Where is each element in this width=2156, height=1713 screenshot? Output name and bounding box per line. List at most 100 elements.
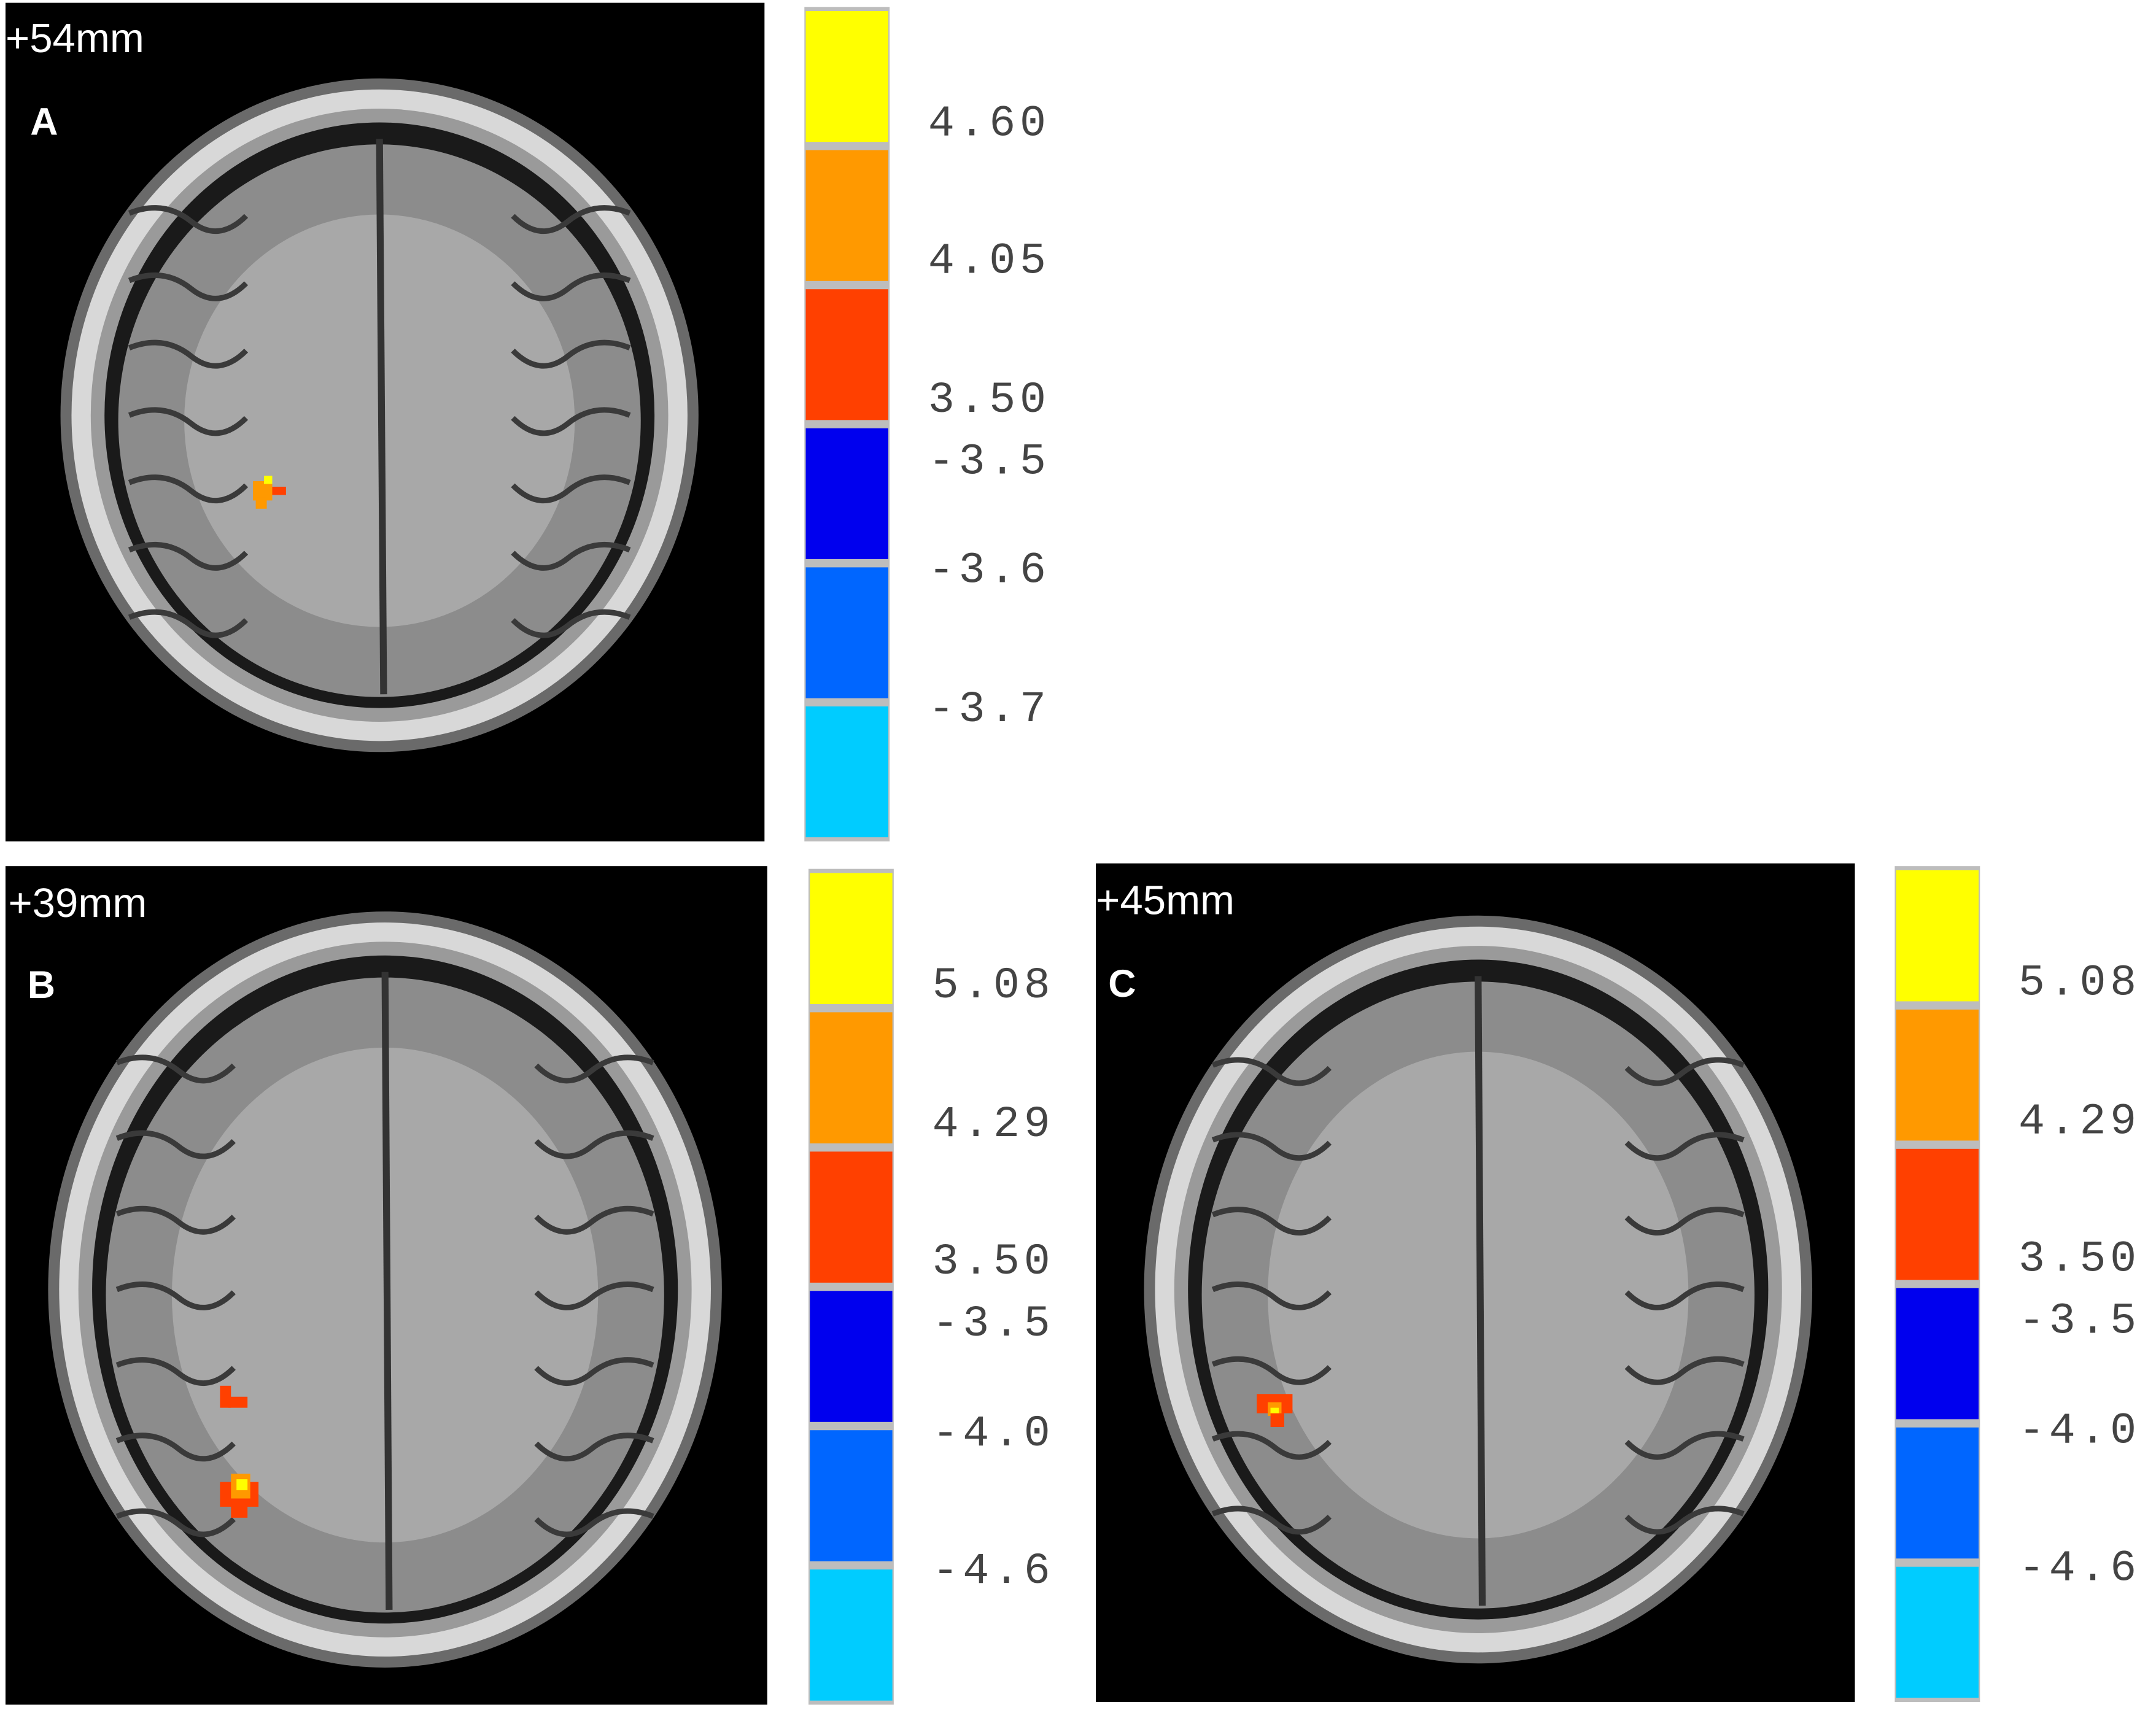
activation-cluster bbox=[228, 1396, 248, 1408]
sulcus bbox=[1211, 1207, 1332, 1236]
sulcus bbox=[1624, 1207, 1745, 1236]
sulcus bbox=[534, 1281, 654, 1310]
panel: +39mm B 5.08 4.29 3.50 -3.5 -4.0 -4.6 bbox=[5, 866, 1055, 1705]
sulcus bbox=[115, 1433, 236, 1462]
sulcus bbox=[1211, 1431, 1332, 1460]
sulcus bbox=[511, 474, 631, 504]
panel: +45mm C 5.08 4.29 3.50 -3.5 -4.0 -4.6 bbox=[1096, 863, 2141, 1702]
activation-cluster bbox=[255, 497, 267, 509]
colorbar-label: 4.05 bbox=[928, 236, 1050, 287]
colorbar-label: 5.08 bbox=[933, 961, 1055, 1011]
sulcus bbox=[534, 1205, 654, 1235]
colorbar-label: -4.0 bbox=[933, 1409, 1055, 1459]
colorbar-segment bbox=[805, 150, 888, 281]
sulcus bbox=[1211, 1506, 1332, 1535]
colorbar-segment bbox=[810, 1012, 893, 1143]
colorbar-label: 3.50 bbox=[933, 1237, 1055, 1287]
colorbar-frame bbox=[1894, 866, 1980, 1702]
activation-cluster bbox=[272, 486, 286, 495]
activation-cluster bbox=[236, 1479, 248, 1491]
colorbar-label: -3.5 bbox=[933, 1299, 1055, 1349]
sulcus bbox=[534, 1357, 654, 1386]
colorbar-label: 5.08 bbox=[2018, 957, 2141, 1008]
sulcus bbox=[1624, 1132, 1745, 1161]
sulcus bbox=[128, 272, 249, 301]
colorbar-segment bbox=[805, 706, 888, 838]
colorbar-segment bbox=[1896, 1566, 1979, 1698]
sulcus bbox=[534, 1433, 654, 1462]
colorbar-segment bbox=[810, 873, 893, 1004]
midline bbox=[381, 972, 393, 1610]
activation-cluster bbox=[231, 1504, 248, 1518]
sulcus bbox=[128, 609, 249, 638]
colorbar-label: -3.7 bbox=[928, 684, 1050, 735]
colorbar-label: -4.6 bbox=[933, 1546, 1055, 1596]
midline bbox=[376, 139, 387, 695]
sulcus bbox=[115, 1130, 236, 1159]
activation-cluster bbox=[1270, 1413, 1284, 1428]
sulcus bbox=[128, 407, 249, 436]
panel: +54mm A 4.60 4.05 3.50 -3.5 -3.6 -3.7 bbox=[5, 2, 1050, 841]
sulcus bbox=[115, 1281, 236, 1310]
colorbar-segment bbox=[810, 1569, 893, 1701]
colorbar-segment bbox=[1896, 870, 1979, 1002]
colorbar-segment bbox=[805, 289, 888, 420]
sulcus bbox=[511, 609, 631, 638]
sulcus bbox=[128, 541, 249, 571]
sulcus bbox=[511, 541, 631, 571]
colorbar-label: 4.29 bbox=[933, 1099, 1055, 1150]
colorbar-label: -3.6 bbox=[928, 546, 1050, 596]
slice-depth: +45mm bbox=[1096, 878, 1235, 924]
sulcus bbox=[534, 1130, 654, 1159]
colorbar-label: 4.29 bbox=[2018, 1097, 2141, 1147]
colorbar-segment bbox=[810, 1430, 893, 1561]
sulcus bbox=[1624, 1431, 1745, 1460]
sulcus bbox=[115, 1508, 236, 1537]
sulcus bbox=[128, 205, 249, 234]
panel-label: B bbox=[28, 964, 55, 1007]
sulcus bbox=[1624, 1057, 1745, 1086]
colorbar-segment bbox=[810, 1291, 893, 1422]
colorbar-label: -3.5 bbox=[2018, 1296, 2141, 1346]
colorbar-segment bbox=[1896, 1009, 1979, 1141]
sulcus bbox=[511, 339, 631, 369]
colorbar-label: -4.6 bbox=[2018, 1544, 2141, 1594]
sulcus bbox=[1211, 1132, 1332, 1161]
colorbar-frame bbox=[808, 868, 894, 1705]
colorbar-frame bbox=[804, 7, 890, 841]
sulcus bbox=[115, 1357, 236, 1386]
colorbar-segment bbox=[805, 11, 888, 142]
panel-label: C bbox=[1108, 962, 1136, 1005]
midline bbox=[1475, 976, 1486, 1606]
sulcus bbox=[511, 272, 631, 301]
activation-cluster bbox=[253, 481, 273, 501]
colorbar-segment bbox=[1896, 1288, 1979, 1420]
colorbar-label: -4.0 bbox=[2018, 1406, 2141, 1456]
colorbar-label: 3.50 bbox=[928, 375, 1050, 425]
slice-depth: +54mm bbox=[6, 15, 144, 61]
sulcus bbox=[115, 1205, 236, 1235]
sulcus bbox=[534, 1054, 654, 1084]
sulcus bbox=[1211, 1356, 1332, 1385]
colorbar-segment bbox=[1896, 1427, 1979, 1559]
sulcus bbox=[1624, 1356, 1745, 1385]
colorbar-label: 4.60 bbox=[928, 99, 1050, 149]
colorbar-segment bbox=[805, 567, 888, 698]
colorbar-segment bbox=[810, 1151, 893, 1283]
colorbar-segment bbox=[1896, 1148, 1979, 1280]
sulcus bbox=[511, 407, 631, 436]
sulcus bbox=[1211, 1281, 1332, 1310]
sulcus bbox=[1624, 1506, 1745, 1535]
sulcus bbox=[1211, 1057, 1332, 1086]
sulcus bbox=[534, 1508, 654, 1537]
sulcus bbox=[115, 1054, 236, 1084]
panel-label: A bbox=[30, 101, 58, 144]
sulcus bbox=[128, 339, 249, 369]
colorbar-segment bbox=[805, 428, 888, 559]
sulcus bbox=[511, 205, 631, 234]
activation-cluster bbox=[264, 476, 273, 484]
colorbar-label: -3.5 bbox=[928, 437, 1050, 487]
sulcus bbox=[128, 474, 249, 504]
